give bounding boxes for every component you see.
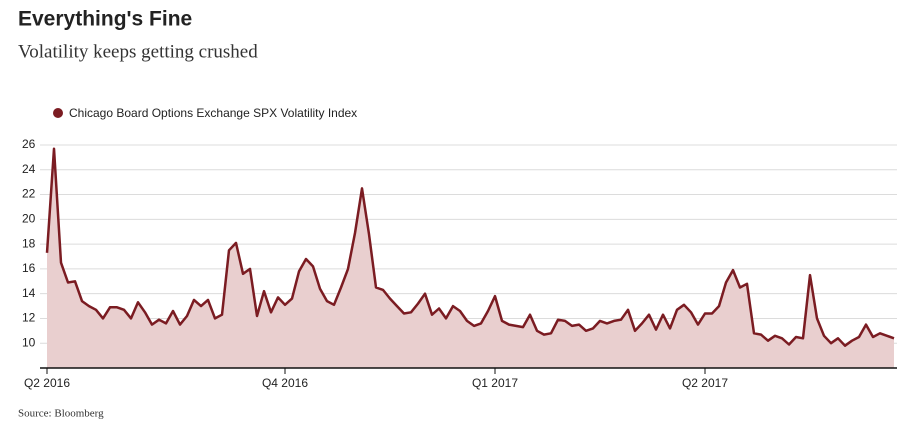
- y-tick-label: 12: [22, 311, 36, 325]
- line: [45, 147, 895, 347]
- x-tick-label: Q2 2016: [24, 376, 70, 390]
- legend-marker: [53, 108, 63, 118]
- x-tick-label: Q1 2017: [472, 376, 518, 390]
- y-tick-label: 24: [22, 162, 36, 176]
- y-tick-label: 20: [22, 212, 36, 226]
- chart-subtitle: Volatility keeps getting crushed: [18, 41, 258, 62]
- chart-title: Everything's Fine: [18, 8, 192, 31]
- x-tick-label: Q2 2017: [682, 376, 728, 390]
- y-tick-label: 26: [22, 137, 36, 151]
- y-tick-label: 10: [22, 335, 36, 349]
- y-tick-label: 16: [22, 261, 36, 275]
- y-tick-label: 18: [22, 236, 36, 250]
- y-tick-label: 22: [22, 187, 36, 201]
- x-tick-label: Q4 2016: [262, 376, 308, 390]
- legend-label: Chicago Board Options Exchange SPX Volat…: [69, 106, 357, 120]
- source: Source: Bloomberg: [18, 408, 104, 420]
- area: [47, 148, 894, 368]
- y-tick-label: 14: [22, 286, 36, 300]
